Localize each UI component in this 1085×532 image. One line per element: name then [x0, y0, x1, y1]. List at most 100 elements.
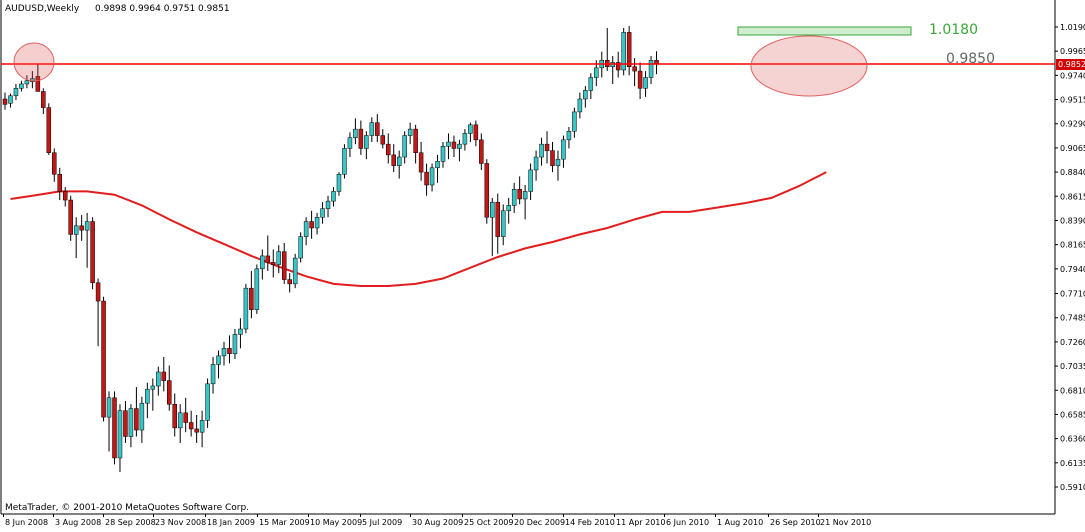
candle[interactable]	[95, 278, 101, 347]
candle[interactable]	[342, 144, 347, 179]
candle[interactable]	[648, 56, 654, 84]
candle[interactable]	[386, 133, 391, 164]
candle[interactable]	[150, 378, 156, 411]
candle[interactable]	[117, 404, 123, 472]
candle[interactable]	[216, 350, 221, 379]
candle[interactable]	[479, 133, 484, 170]
candle[interactable]	[101, 296, 106, 422]
candle[interactable]	[353, 118, 358, 145]
candle[interactable]	[30, 71, 35, 89]
candle[interactable]	[161, 356, 167, 392]
candle[interactable]	[314, 212, 320, 235]
candle[interactable]	[484, 159, 490, 224]
candle[interactable]	[336, 172, 342, 196]
candle[interactable]	[90, 217, 95, 290]
candle[interactable]	[528, 163, 533, 201]
candle[interactable]	[276, 245, 281, 274]
candle[interactable]	[139, 396, 145, 443]
candle[interactable]	[391, 144, 396, 173]
candle[interactable]	[358, 120, 364, 155]
candle[interactable]	[134, 387, 139, 437]
candle[interactable]	[227, 335, 232, 364]
candle[interactable]	[583, 86, 588, 108]
candle[interactable]	[205, 378, 210, 428]
candle[interactable]	[172, 393, 177, 437]
candle[interactable]	[517, 176, 522, 205]
candle[interactable]	[24, 75, 30, 89]
candle[interactable]	[194, 414, 199, 443]
candle[interactable]	[292, 253, 298, 289]
candle[interactable]	[112, 391, 117, 465]
candle[interactable]	[2, 92, 8, 110]
candle[interactable]	[550, 142, 555, 173]
candle[interactable]	[249, 270, 254, 319]
candle[interactable]	[188, 410, 194, 437]
candle[interactable]	[84, 212, 90, 268]
left-peak-ellipse[interactable]	[13, 42, 55, 82]
candle[interactable]	[490, 197, 495, 256]
candle[interactable]	[468, 122, 473, 142]
candle[interactable]	[41, 88, 46, 115]
candle[interactable]	[555, 150, 561, 181]
candle[interactable]	[473, 120, 479, 147]
candle[interactable]	[539, 137, 544, 166]
candle[interactable]	[177, 404, 183, 443]
resistance-zone-box[interactable]	[737, 26, 912, 36]
candle[interactable]	[364, 131, 369, 160]
candle[interactable]	[265, 235, 271, 271]
candle[interactable]	[424, 163, 429, 196]
candle[interactable]	[626, 25, 632, 76]
candle[interactable]	[369, 117, 375, 142]
candle[interactable]	[446, 133, 451, 160]
candle[interactable]	[79, 215, 84, 241]
candle[interactable]	[544, 131, 550, 164]
candle[interactable]	[451, 135, 457, 158]
candle[interactable]	[566, 126, 572, 149]
candle[interactable]	[145, 382, 150, 419]
candle[interactable]	[325, 195, 331, 218]
candle[interactable]	[533, 150, 539, 181]
candle[interactable]	[167, 365, 172, 411]
right-peak-ellipse[interactable]	[750, 35, 868, 97]
candle[interactable]	[561, 135, 566, 168]
candle[interactable]	[13, 83, 19, 101]
candle[interactable]	[221, 341, 227, 366]
candle[interactable]	[320, 202, 325, 224]
candle[interactable]	[128, 404, 134, 448]
candle[interactable]	[457, 139, 462, 162]
candle[interactable]	[632, 58, 637, 87]
candle[interactable]	[254, 264, 260, 314]
candle[interactable]	[57, 167, 62, 201]
candle[interactable]	[123, 401, 128, 443]
candle[interactable]	[347, 132, 353, 158]
candle[interactable]	[522, 184, 528, 220]
candle[interactable]	[19, 80, 24, 92]
candle[interactable]	[637, 62, 643, 100]
candle[interactable]	[46, 103, 52, 155]
candle[interactable]	[309, 210, 314, 239]
candle[interactable]	[418, 142, 424, 181]
candle[interactable]	[238, 318, 243, 349]
candle[interactable]	[243, 283, 249, 334]
candle[interactable]	[495, 193, 500, 254]
candle[interactable]	[380, 129, 386, 149]
candle[interactable]	[500, 204, 506, 246]
candle[interactable]	[199, 410, 205, 448]
candle[interactable]	[156, 366, 161, 396]
candle[interactable]	[281, 243, 287, 284]
candle[interactable]	[331, 187, 336, 207]
candle[interactable]	[210, 356, 216, 394]
candle[interactable]	[643, 71, 648, 97]
candle[interactable]	[287, 273, 292, 293]
candle[interactable]	[407, 122, 413, 145]
candle[interactable]	[402, 131, 407, 164]
candle[interactable]	[271, 249, 276, 278]
candle[interactable]	[511, 182, 517, 213]
candle[interactable]	[462, 129, 468, 151]
candle[interactable]	[68, 195, 73, 241]
candle[interactable]	[413, 124, 418, 164]
candle[interactable]	[303, 217, 309, 246]
candle[interactable]	[232, 329, 238, 360]
candle[interactable]	[506, 197, 511, 224]
